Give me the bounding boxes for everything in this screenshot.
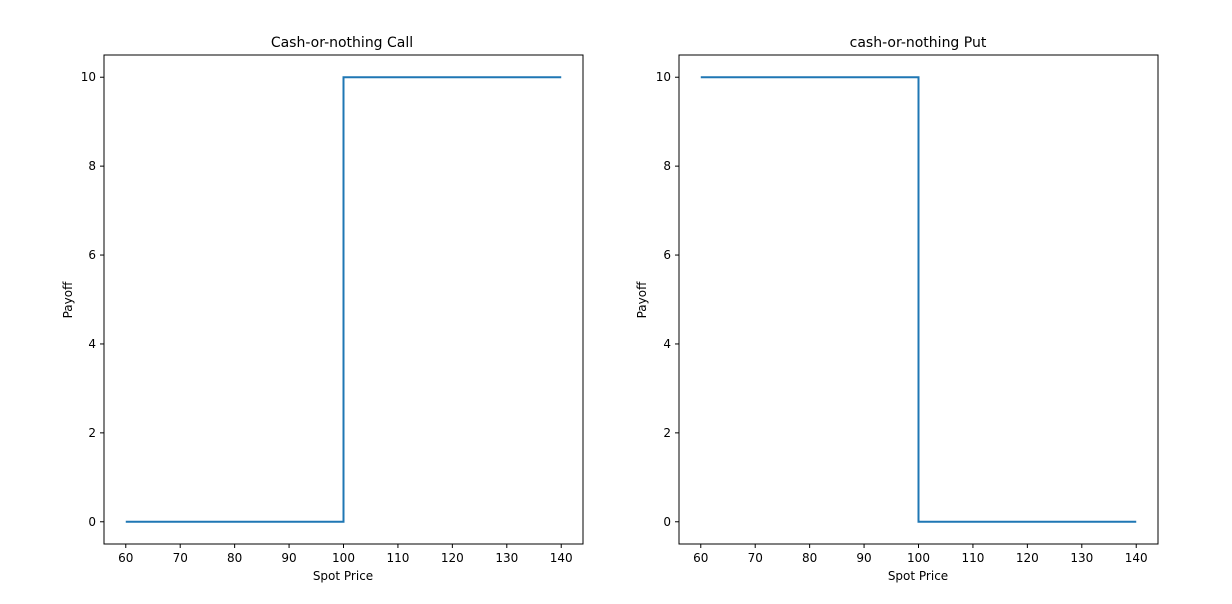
x-tick-label: 100 — [332, 551, 355, 565]
y-tick-label: 0 — [88, 515, 96, 529]
y-ticks: 0 2 4 6 8 10 — [656, 70, 679, 529]
x-tick-label: 70 — [173, 551, 188, 565]
series-layer — [700, 76, 1137, 523]
x-tick-label: 70 — [748, 551, 763, 565]
y-ticks: 0 2 4 6 8 10 — [81, 70, 104, 529]
x-tick-label: 90 — [856, 551, 871, 565]
x-tick-label: 80 — [227, 551, 242, 565]
plot-frame — [103, 54, 584, 545]
y-tick-label: 8 — [663, 159, 671, 173]
y-tick-label: 6 — [663, 248, 671, 262]
x-ticks: 60 70 80 90 100 110 120 130 140 — [118, 544, 573, 565]
y-tick-label: 2 — [663, 426, 671, 440]
x-tick-label: 120 — [441, 551, 464, 565]
chart-title: cash-or-nothing Put — [850, 35, 987, 51]
x-tick-label: 140 — [1125, 551, 1148, 565]
x-tick-label: 100 — [907, 551, 930, 565]
x-tick-label: 80 — [802, 551, 817, 565]
x-tick-label: 140 — [550, 551, 573, 565]
x-tick-label: 130 — [495, 551, 518, 565]
y-tick-label: 10 — [81, 70, 96, 84]
x-ticks: 60 70 80 90 100 110 120 130 140 — [693, 544, 1148, 565]
y-tick-label: 10 — [656, 70, 671, 84]
x-tick-label: 130 — [1070, 551, 1093, 565]
payoff-line — [700, 76, 1137, 523]
plot-frame — [678, 54, 1159, 545]
chart-title: Cash-or-nothing Call — [271, 35, 413, 51]
x-axis-label: Spot Price — [888, 569, 948, 583]
payoff-line — [125, 76, 562, 523]
y-axis-label: Payoff — [635, 281, 649, 318]
x-axis-label: Spot Price — [313, 569, 373, 583]
x-tick-label: 60 — [693, 551, 708, 565]
y-tick-label: 2 — [88, 426, 96, 440]
x-tick-label: 110 — [386, 551, 409, 565]
y-tick-label: 6 — [88, 248, 96, 262]
y-tick-label: 4 — [88, 337, 96, 351]
x-tick-label: 60 — [118, 551, 133, 565]
call-chart: Cash-or-nothing Call 60 70 80 90 100 110 120 13… — [61, 35, 584, 583]
x-tick-label: 90 — [281, 551, 296, 565]
x-tick-label: 110 — [961, 551, 984, 565]
y-tick-label: 4 — [663, 337, 671, 351]
series-layer — [125, 76, 562, 523]
put-chart: cash-or-nothing Put 60 70 80 90 100 110 120 130… — [635, 35, 1159, 583]
y-axis-label: Payoff — [61, 281, 75, 318]
x-tick-label: 120 — [1016, 551, 1039, 565]
y-tick-label: 8 — [88, 159, 96, 173]
y-tick-label: 0 — [663, 515, 671, 529]
